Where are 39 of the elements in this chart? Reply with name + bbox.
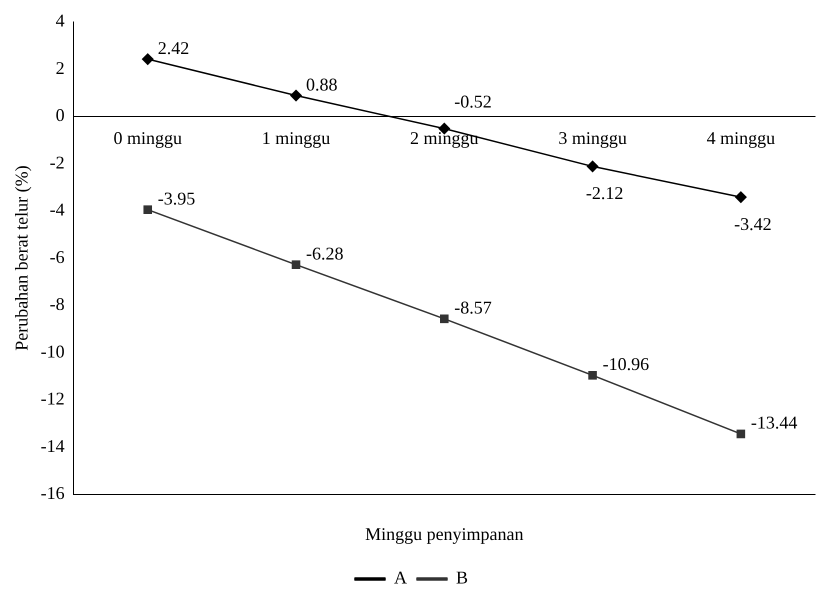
y-tick-label: -4 (50, 200, 65, 220)
legend-label: A (394, 568, 407, 588)
x-axis-title: Minggu penyimpanan (365, 524, 524, 544)
y-tick-label: -12 (40, 388, 65, 409)
data-label: -6.28 (306, 243, 344, 264)
point (586, 160, 598, 172)
data-label: -2.12 (586, 183, 624, 204)
data-label: 0.88 (306, 74, 338, 94)
x-tick-label: 3 minggu (558, 128, 627, 148)
point (143, 205, 152, 214)
legend-label: B (456, 568, 468, 588)
data-label: -3.95 (158, 188, 196, 208)
y-axis-title: Perubahan berat telur (%) (12, 165, 32, 351)
y-tick-label: -8 (50, 294, 65, 314)
x-tick-label: 2 minggu (410, 128, 479, 148)
y-tick-label: 2 (56, 58, 65, 78)
point (292, 260, 300, 269)
y-tick-label: 4 (56, 10, 65, 31)
y-tick-label: -6 (50, 246, 65, 267)
point (588, 371, 597, 380)
point (440, 314, 449, 324)
y-tick-label: 0 (56, 105, 65, 126)
data-label: -3.42 (734, 214, 772, 234)
data-label: -0.52 (454, 91, 492, 112)
point (736, 430, 746, 438)
y-tick-label: -2 (50, 152, 65, 172)
data-label: -8.57 (454, 298, 492, 318)
x-tick-label: 0 minggu (113, 128, 182, 148)
data-label: -13.44 (750, 412, 798, 433)
y-tick-label: -16 (40, 483, 65, 504)
y-tick-label: -14 (40, 436, 65, 456)
x-tick-label: 1 minggu (262, 128, 330, 148)
x-tick-label: 4 minggu (706, 128, 776, 148)
data-label: 2.42 (158, 38, 190, 58)
data-label: -10.96 (602, 354, 650, 374)
y-tick-label: -10 (40, 341, 65, 362)
point (735, 191, 747, 203)
point (142, 53, 154, 65)
point (290, 90, 302, 102)
